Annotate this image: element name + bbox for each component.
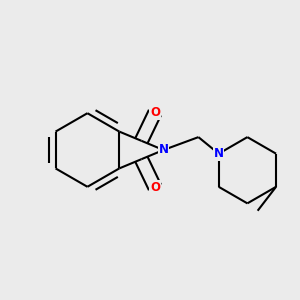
Text: O: O (150, 181, 160, 194)
Text: O: O (150, 106, 160, 119)
Text: N: N (214, 147, 224, 160)
Text: N: N (158, 143, 169, 157)
